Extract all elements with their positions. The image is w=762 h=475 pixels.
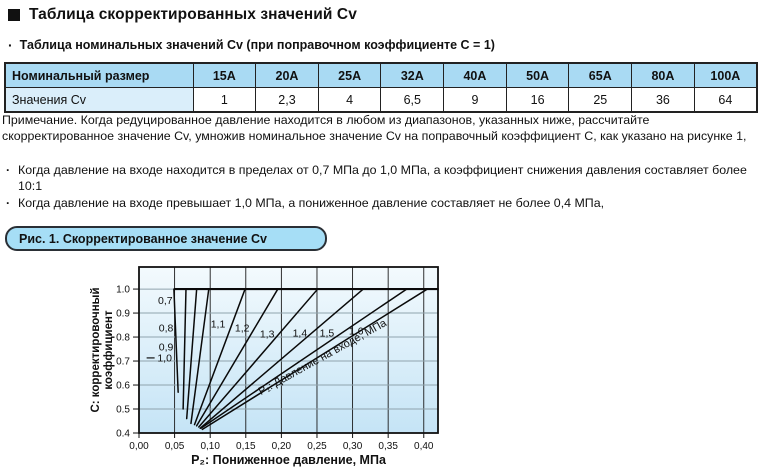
curve-p1-0-7 [173, 288, 179, 393]
note-paragraph: Примечание. Когда редуцированное давлени… [2, 113, 747, 144]
note-bullet-2-text: Когда давление на входе превышает 1,0 МП… [18, 196, 605, 210]
cv-value-40a: 9 [443, 87, 507, 113]
y-tick-label: 0.8 [116, 333, 130, 344]
cv-value-15a: 1 [192, 87, 257, 113]
col-header-40a: 40A [443, 62, 507, 88]
cv-value-65a: 25 [568, 87, 633, 113]
bullet-icon: · [6, 196, 11, 210]
x-tick-label: 0,30 [343, 441, 363, 452]
curve-p1-0-9 [185, 288, 198, 420]
x-tick-label: 0,35 [378, 441, 398, 452]
cv-value-32a: 6,5 [380, 87, 445, 113]
cv-value-80a: 36 [631, 87, 695, 113]
section-header: Таблица скорректированных значений Cv [8, 6, 357, 24]
note-bullet-1: · Когда давление на входе находится в пр… [2, 162, 750, 195]
y-tick-label: 0.7 [116, 357, 130, 368]
note-bullet-1-text: Когда давление на входе находится в пред… [18, 163, 747, 194]
note-bullet-2: · Когда давление на входе превышает 1,0 … [2, 195, 750, 211]
curve-label-0-8: 0,8 [159, 322, 174, 334]
table-header-row: Номинальный размер 15A 20A 25A 32A 40A 5… [4, 62, 758, 88]
cv-value-20a: 2,3 [255, 87, 319, 113]
y-axis-title: С: корректировочныйкоэффициент [90, 287, 115, 412]
curve-label-0-9: 0,9 [159, 342, 174, 354]
table-value-row: Значения Cv 1 2,3 4 6,5 9 16 25 36 64 [4, 87, 758, 113]
col-header-20a: 20A [255, 62, 319, 88]
plot-border [138, 266, 439, 434]
x-tick-label: 0,10 [200, 441, 220, 452]
x-tick-label: 0,05 [165, 441, 185, 452]
y-tick-label: 1.0 [116, 285, 130, 296]
col-header-100a: 100A [693, 62, 758, 88]
subsection-header: · Таблица номинальных значений Cv (при п… [8, 38, 495, 52]
x-tick-label: 0,15 [236, 441, 256, 452]
row-label-cv-values: Значения Cv [4, 87, 194, 113]
curve-label-1-6: 1,6 [349, 326, 364, 338]
curve-label-1-0: 1,0 [157, 352, 172, 364]
x-tick-label: 0,20 [272, 441, 292, 452]
nominal-cv-table: Номинальный размер 15A 20A 25A 32A 40A 5… [4, 62, 758, 113]
cv-value-100a: 64 [693, 87, 758, 113]
curve-label-0-7: 0,7 [158, 295, 173, 307]
y-tick-label: 0.9 [116, 309, 130, 320]
curve-p1-1-3 [198, 288, 319, 428]
x-tick-label: 0,25 [307, 441, 327, 452]
curve-label-1-2: 1,2 [235, 322, 250, 334]
x-tick-label: 0,00 [129, 441, 149, 452]
col-header-25a: 25A [317, 62, 382, 88]
curve-p1-1-1 [193, 288, 246, 426]
x-tick-label: 0,40 [414, 441, 434, 452]
curve-p1-1-5 [200, 288, 408, 429]
col-header-50a: 50A [505, 62, 570, 88]
y-tick-label: 0.6 [116, 381, 130, 392]
curve-label-1-3: 1,3 [260, 328, 275, 340]
curve-p1-1-2 [195, 288, 279, 427]
subsection-title: Таблица номинальных значений Cv (при поп… [19, 38, 495, 52]
col-header-65a: 65A [568, 62, 633, 88]
cv-value-50a: 16 [505, 87, 570, 113]
curve-label-1-4: 1,4 [293, 327, 308, 339]
col-header-nominal-size: Номинальный размер [4, 62, 194, 88]
curve-p1-1-6 [201, 288, 429, 431]
section-marker-icon [8, 9, 20, 21]
col-header-15a: 15A [192, 62, 257, 88]
cv-correction-chart: 0,7 0,8 0,91,0 1,1 1,2 1,3 1,4 1,5 1,6 0,00 0,05 0,… [90, 266, 439, 467]
curve-p1-1-0 [190, 288, 210, 425]
curve-label-1-1: 1,1 [211, 319, 226, 331]
curve-p1-1-4 [199, 288, 364, 429]
x-axis-title: P₂: Пониженное давление, МПа [191, 453, 387, 467]
figure-caption: Рис. 1. Скорректированное значение Cv [19, 231, 268, 246]
curve-p1-0-8 [182, 288, 187, 410]
y-tick-label: 0.5 [116, 405, 130, 416]
col-header-32a: 32A [380, 62, 445, 88]
bullet-icon: · [8, 37, 13, 53]
col-header-80a: 80A [631, 62, 695, 88]
curve-label-1-5: 1,5 [320, 327, 335, 339]
y-tick-label: 0.4 [116, 429, 130, 440]
bullet-icon: · [6, 163, 11, 177]
page-title: Таблица скорректированных значений Cv [29, 6, 357, 23]
cv-value-25a: 4 [317, 87, 382, 113]
figure-caption-box: Рис. 1. Скорректированное значение Cv [5, 226, 327, 251]
